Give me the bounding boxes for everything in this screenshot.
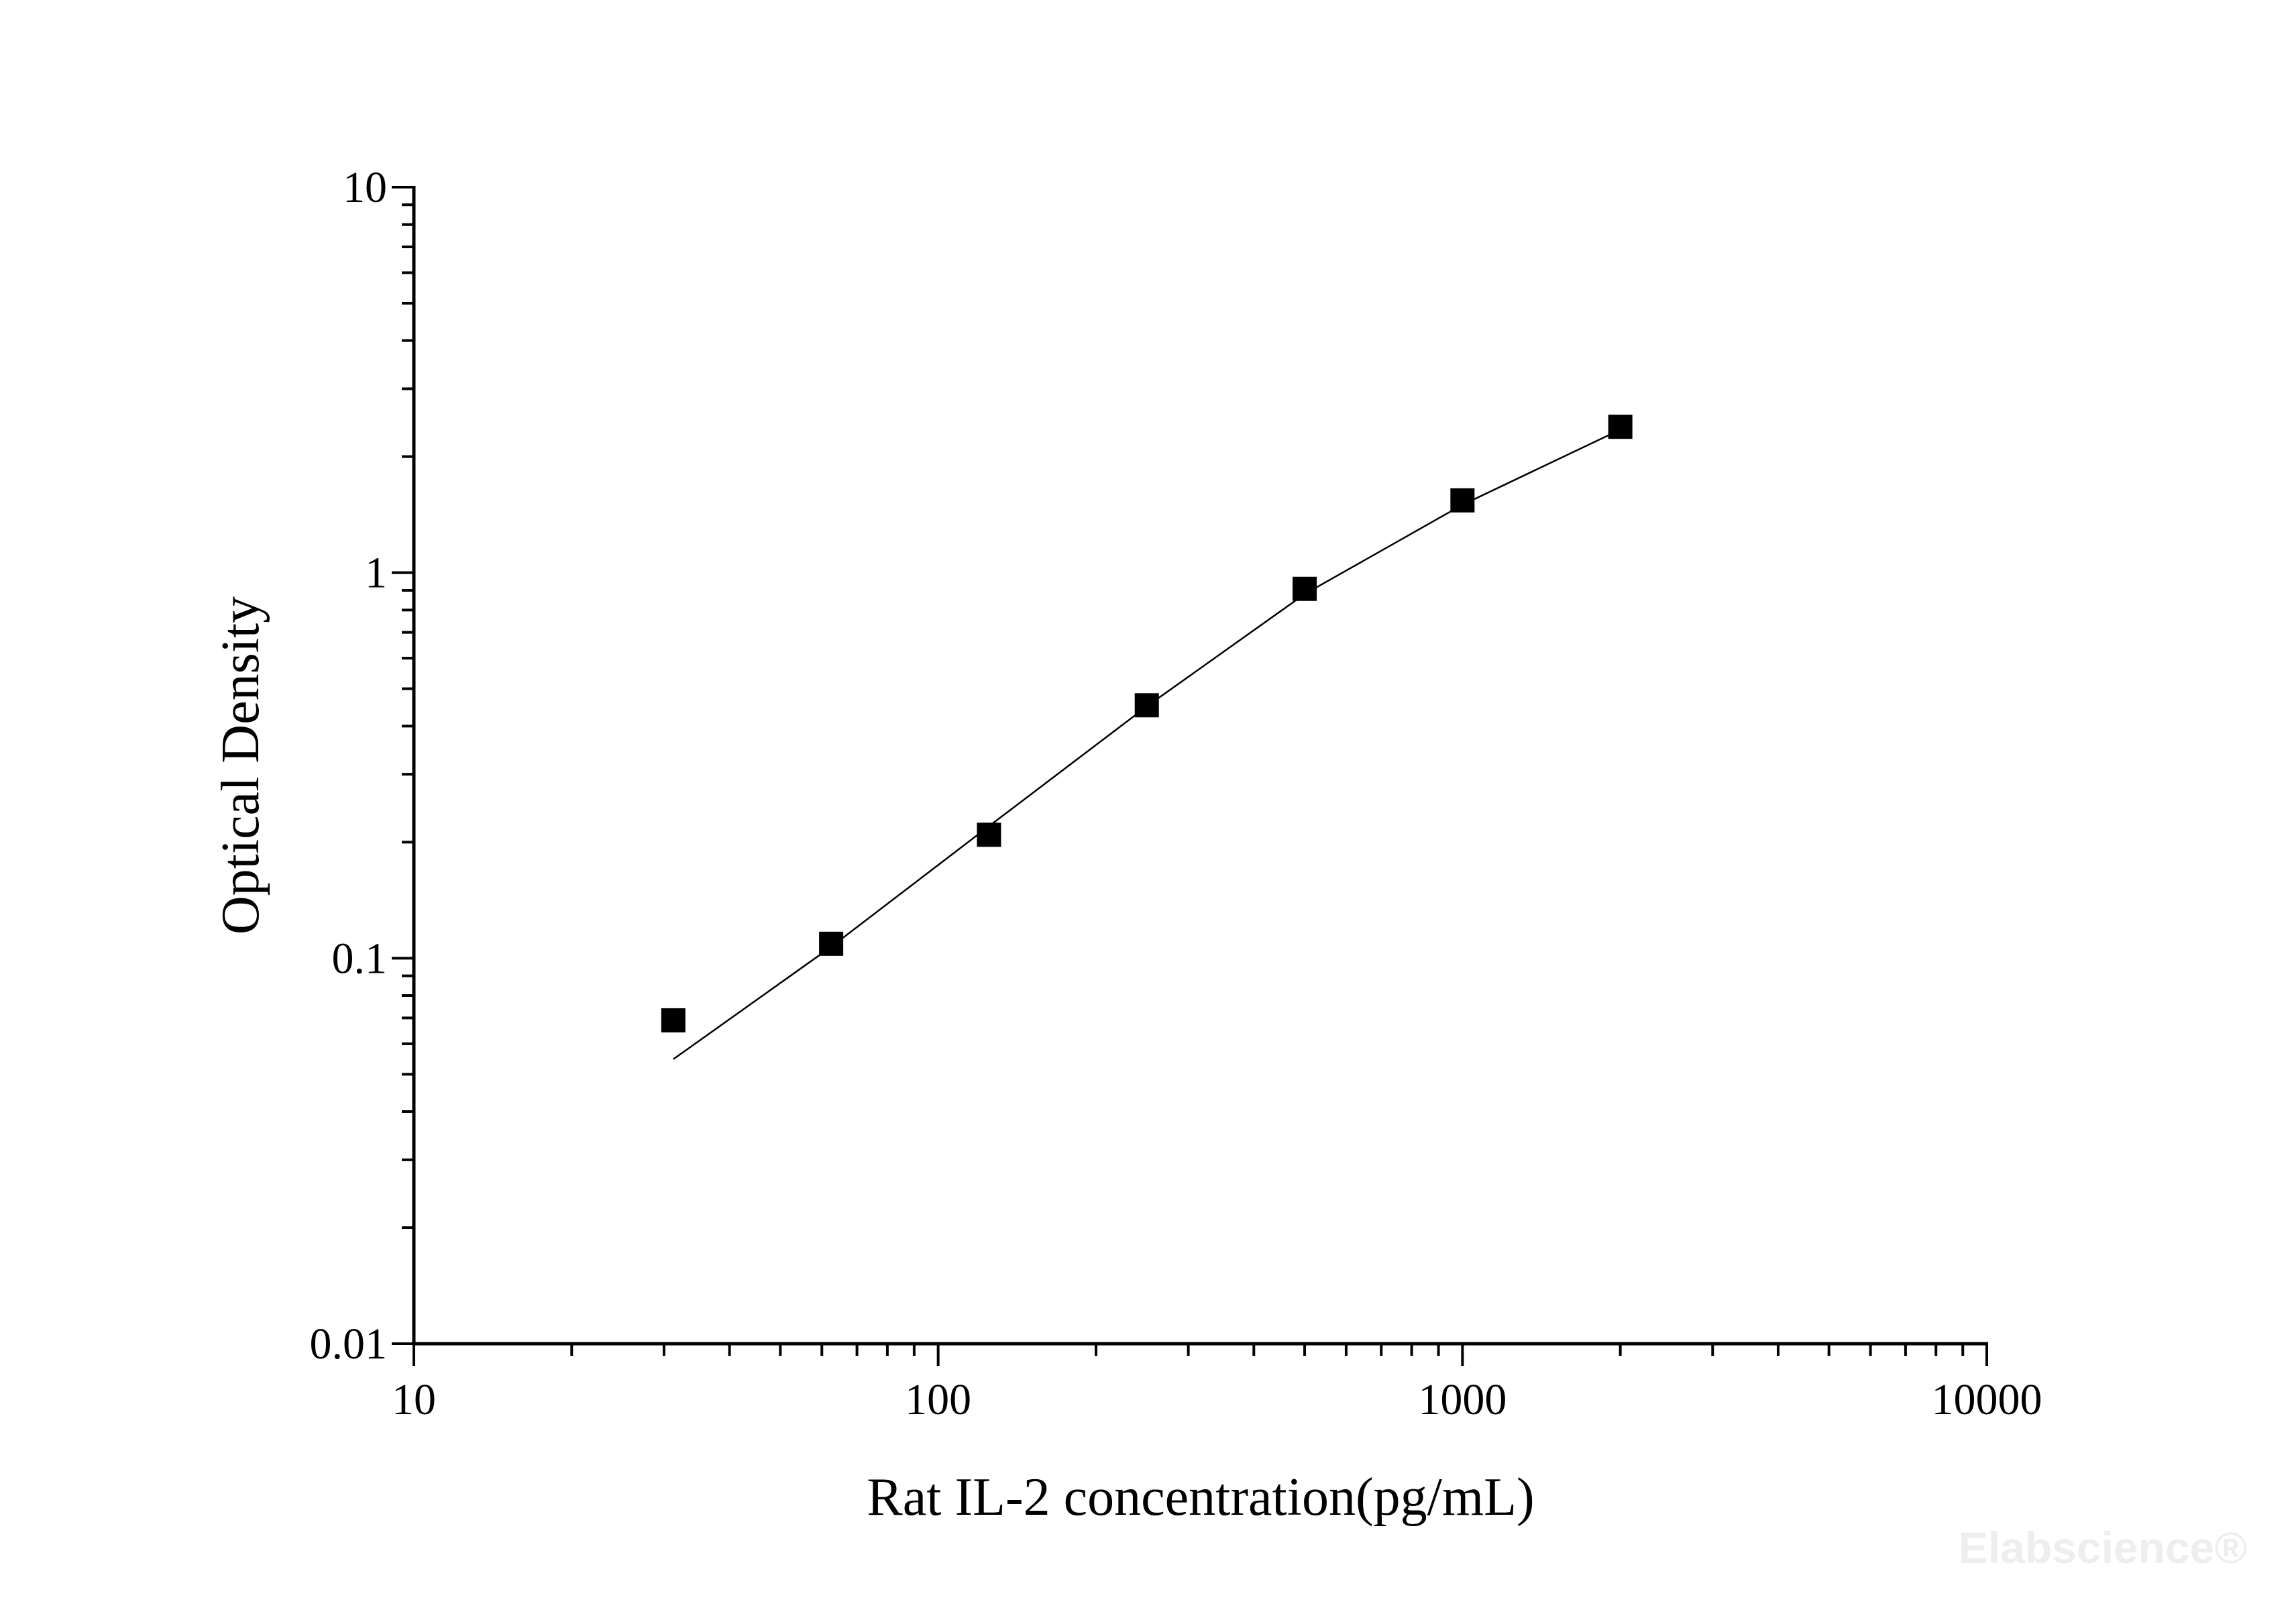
y-tick-label: 0.1 bbox=[332, 934, 388, 983]
y-tick-label: 0.01 bbox=[310, 1320, 388, 1369]
y-axis-title: Optical Density bbox=[211, 596, 270, 934]
data-point-square bbox=[1608, 415, 1633, 439]
tick-labels: 10 100 1000 10000 0.01 0.1 1 10 bbox=[310, 163, 2042, 1424]
axes bbox=[392, 186, 1988, 1366]
fit-curve-segment bbox=[1304, 504, 1463, 595]
fit-curve-segment bbox=[988, 705, 1148, 827]
data-point-square bbox=[819, 931, 844, 956]
x-axis-title: Rat IL-2 concentration(pg/mL) bbox=[867, 1468, 1534, 1527]
data-marks bbox=[661, 415, 1633, 1060]
fit-curve-segment bbox=[1462, 429, 1621, 506]
y-tick-label: 10 bbox=[343, 163, 387, 212]
data-point-square bbox=[1134, 693, 1159, 718]
fit-curve-segment bbox=[673, 946, 832, 1060]
x-tick-label: 100 bbox=[905, 1375, 971, 1424]
x-tick-label: 10 bbox=[392, 1375, 436, 1424]
data-point-square bbox=[977, 822, 1001, 847]
watermark: Elabscience® bbox=[1959, 1523, 2247, 1572]
data-point-square bbox=[1450, 488, 1475, 513]
y-tick-label: 1 bbox=[365, 549, 387, 598]
fit-curve-segment bbox=[1146, 593, 1305, 707]
data-point-square bbox=[1293, 576, 1317, 601]
data-point-square bbox=[661, 1008, 686, 1032]
x-tick-label: 10000 bbox=[1932, 1375, 2042, 1424]
x-tick-label: 1000 bbox=[1418, 1375, 1507, 1424]
fit-curve-segment bbox=[830, 825, 990, 948]
